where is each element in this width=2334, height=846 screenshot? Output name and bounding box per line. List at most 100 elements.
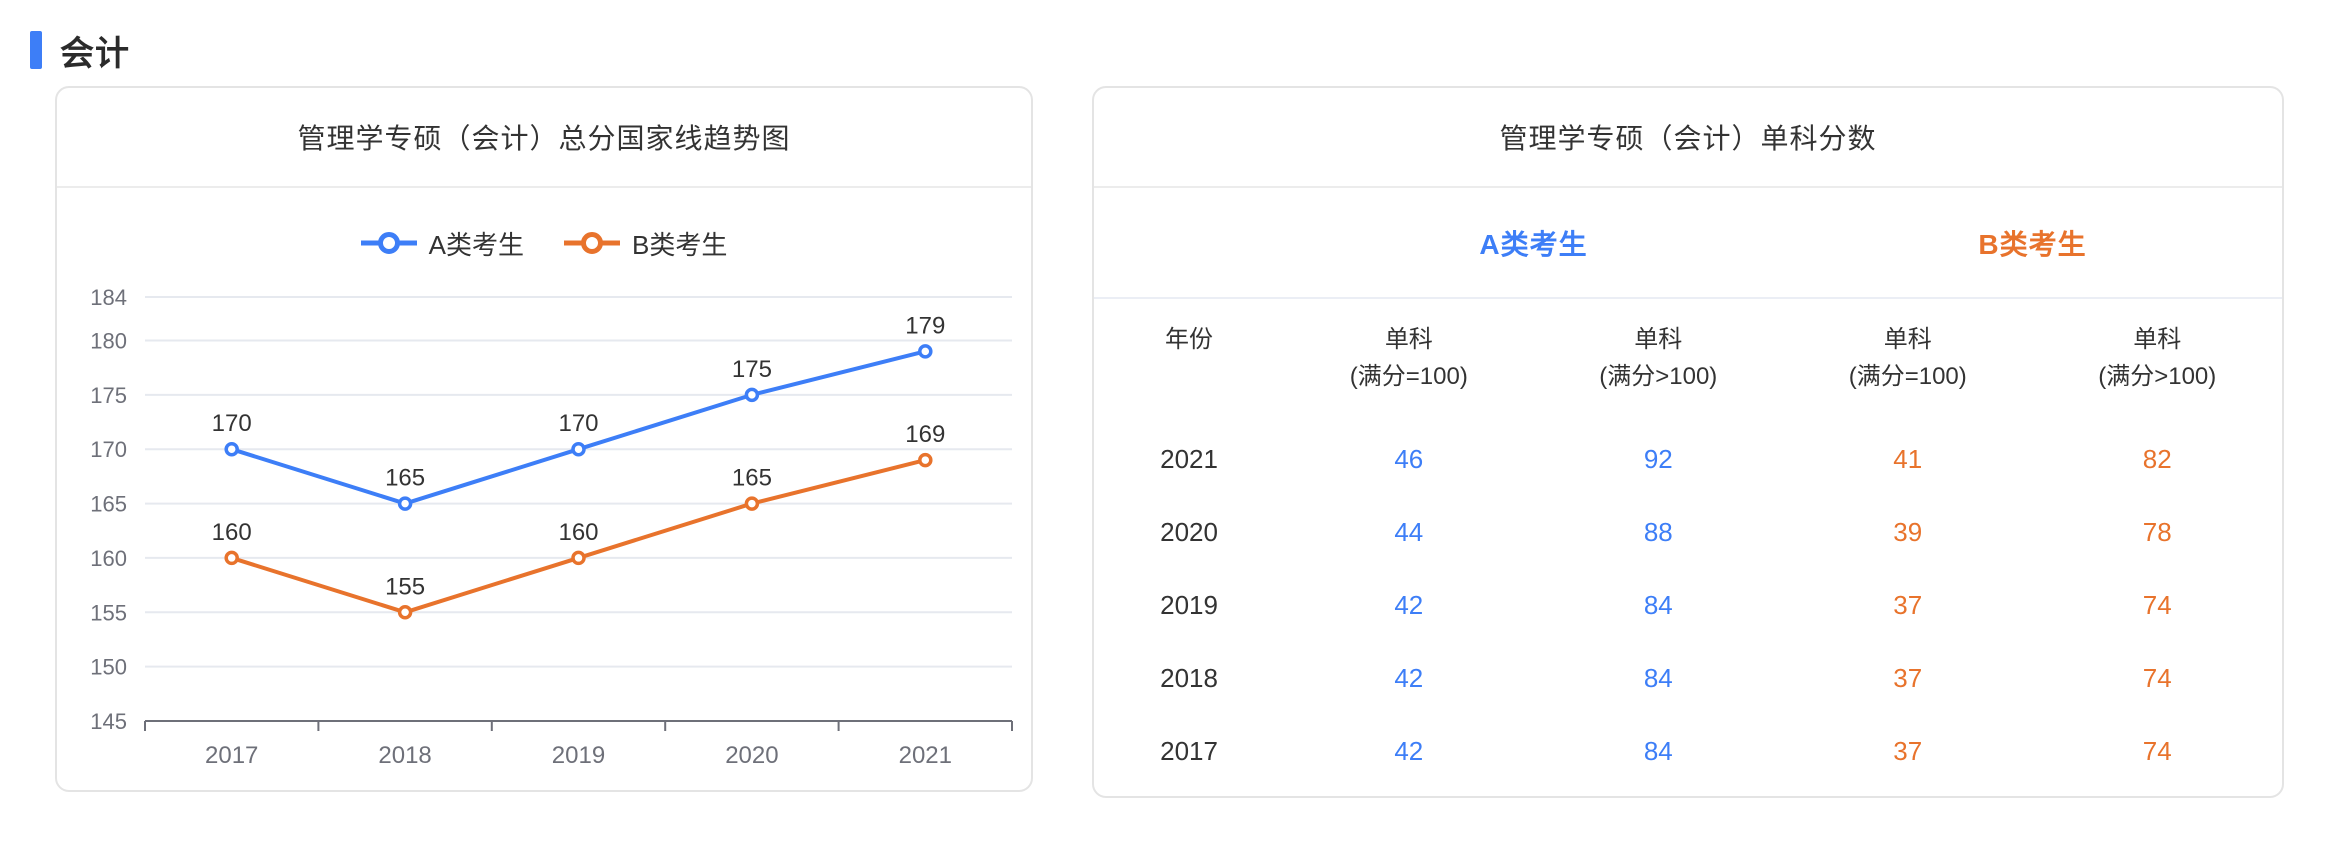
- score-b-eq100: 37: [1893, 590, 1923, 620]
- x-axis-label: 2018: [378, 742, 431, 769]
- y-axis-label: 160: [90, 546, 127, 571]
- group-header-spacer: [1094, 188, 1285, 299]
- score-a-eq100: 42: [1394, 663, 1424, 693]
- column-header-line1: 年份: [1165, 326, 1214, 353]
- data-label: 170: [558, 410, 598, 437]
- column-header-line2: (满分>100): [1599, 363, 1718, 391]
- score-a-gt100: 84: [1643, 663, 1673, 693]
- section-title: 会计: [60, 34, 130, 73]
- column-header-line1: 单科: [2133, 326, 2182, 353]
- score-b-gt100: 74: [2142, 590, 2172, 620]
- data-point-A类考生-2019[interactable]: [571, 441, 586, 457]
- score-a-gt100: 92: [1643, 444, 1673, 474]
- score-table-card: 管理学专硕（会计）单科分数 A类考生 B类考生 年份 单科 (满分=100) 单科 (满…: [1092, 86, 2284, 798]
- y-axis-label: 150: [90, 655, 127, 680]
- table-row: 2019 42 84 37 74: [1094, 569, 2282, 642]
- score-a-eq100: 42: [1394, 736, 1424, 766]
- data-point-B类考生-2020[interactable]: [744, 496, 760, 511]
- x-axis-label: 2021: [899, 742, 952, 769]
- table-row: 2020 44 88 39 78: [1094, 496, 2282, 569]
- y-axis-label: 175: [90, 383, 127, 408]
- column-header-line2: (满分=100): [1848, 363, 1967, 391]
- data-point-A类考生-2020[interactable]: [744, 387, 760, 403]
- score-a-gt100: 84: [1643, 590, 1673, 620]
- trend-chart-title: 管理学专硕（会计）总分国家线趋势图: [57, 88, 1031, 188]
- trend-chart-card: 管理学专硕（会计）总分国家线趋势图 A类考生 B类考生 145 150 155 160 1…: [55, 86, 1033, 792]
- table-row: 2021 46 92 41 82: [1094, 423, 2282, 496]
- data-point-A类考生-2017[interactable]: [224, 441, 239, 457]
- score-a-eq100: 42: [1394, 590, 1424, 620]
- section-accent-bar: [30, 31, 42, 69]
- cards-container: 管理学专硕（会计）总分国家线趋势图 A类考生 B类考生 145 150 155 160 1…: [0, 86, 2334, 798]
- data-point-A类考生-2021[interactable]: [918, 344, 933, 359]
- data-label: 165: [732, 465, 772, 492]
- x-axis-label: 2019: [552, 742, 605, 769]
- group-header-a: A类考生: [1284, 188, 1784, 299]
- score-table: A类考生 B类考生 年份 单科 (满分=100) 单科 (满分>100) 单科 (满分=10…: [1094, 188, 2282, 788]
- y-axis-label: 170: [90, 437, 127, 462]
- y-axis-label: 155: [90, 600, 127, 625]
- score-b-eq100: 37: [1893, 663, 1923, 693]
- score-a-eq100: 44: [1394, 517, 1424, 547]
- table-row: 2018 42 84 37 74: [1094, 642, 2282, 715]
- column-header-1: 单科 (满分=100): [1284, 298, 1533, 423]
- column-header-2: 单科 (满分>100): [1534, 298, 1783, 423]
- column-header-4: 单科 (满分>100): [2032, 298, 2282, 423]
- column-header-line1: 单科: [1634, 326, 1683, 353]
- trend-chart-svg: 145 150 155 160 165 170 175 180 184 2017 2018 2019 2…: [90, 285, 1013, 769]
- data-label: 165: [385, 465, 425, 492]
- year-cell: 2020: [1160, 517, 1218, 547]
- data-label: 175: [732, 356, 772, 383]
- chart-legend: A类考生 B类考生: [57, 224, 1031, 262]
- data-label: 179: [905, 312, 945, 339]
- year-cell: 2019: [1160, 590, 1218, 620]
- score-b-eq100: 39: [1893, 517, 1923, 547]
- data-point-B类考生-2021[interactable]: [918, 452, 933, 468]
- data-label: 160: [558, 519, 598, 546]
- year-cell: 2021: [1160, 444, 1218, 474]
- score-a-eq100: 46: [1394, 444, 1424, 474]
- legend-label: B类考生: [632, 229, 728, 260]
- year-cell: 2018: [1160, 663, 1218, 693]
- score-b-eq100: 37: [1893, 736, 1923, 766]
- data-label: 170: [212, 410, 252, 437]
- column-header-line1: 单科: [1883, 326, 1932, 353]
- score-table-body: 2021 46 92 41 82 2020 44 88 39 78 2019 42 84 37 74 2018…: [1094, 423, 2282, 788]
- data-point-A类考生-2018[interactable]: [397, 496, 413, 511]
- y-axis-label: 180: [90, 328, 127, 353]
- data-point-B类考生-2018[interactable]: [397, 605, 413, 620]
- score-a-gt100: 84: [1643, 736, 1673, 766]
- y-axis-label: 145: [90, 709, 127, 734]
- column-header-3: 单科 (满分=100): [1783, 298, 2032, 423]
- year-cell: 2017: [1160, 736, 1218, 766]
- legend-item-B类考生[interactable]: B类考生: [564, 225, 727, 262]
- table-group-header-row: A类考生 B类考生: [1094, 188, 2282, 299]
- score-b-gt100: 82: [2142, 444, 2172, 474]
- legend-item-A类考生[interactable]: A类考生: [360, 225, 524, 262]
- column-header-line2: (满分>100): [2098, 363, 2217, 391]
- section-header: 会计: [0, 0, 2334, 74]
- score-a-gt100: 88: [1643, 517, 1673, 547]
- legend-line-marker-icon: [360, 232, 417, 254]
- score-b-gt100: 74: [2142, 736, 2172, 766]
- data-label: 155: [385, 573, 425, 600]
- column-header-line2: (满分=100): [1349, 363, 1468, 391]
- score-table-title: 管理学专硕（会计）单科分数: [1094, 88, 2282, 188]
- legend-label: A类考生: [428, 229, 524, 260]
- column-header-0: 年份: [1094, 298, 1284, 423]
- data-label: 169: [905, 421, 945, 448]
- table-row: 2017 42 84 37 74: [1094, 715, 2282, 788]
- y-axis-label: 165: [90, 492, 127, 517]
- score-b-eq100: 41: [1893, 444, 1923, 474]
- trend-chart-body: A类考生 B类考生 145 150 155 160 165 170 175 180 184 2017…: [57, 224, 1031, 824]
- column-header-line1: 单科: [1384, 326, 1433, 353]
- score-b-gt100: 74: [2142, 663, 2172, 693]
- x-axis-label: 2017: [205, 742, 258, 769]
- legend-line-marker-icon: [564, 232, 620, 254]
- table-column-header-row: 年份 单科 (满分=100) 单科 (满分>100) 单科 (满分=100) 单科 (满分>10…: [1094, 298, 2282, 423]
- data-point-B类考生-2017[interactable]: [224, 550, 239, 566]
- y-axis-label: 184: [90, 285, 127, 310]
- group-header-b: B类考生: [1783, 188, 2282, 299]
- data-point-B类考生-2019[interactable]: [571, 550, 586, 566]
- data-label: 160: [212, 519, 252, 546]
